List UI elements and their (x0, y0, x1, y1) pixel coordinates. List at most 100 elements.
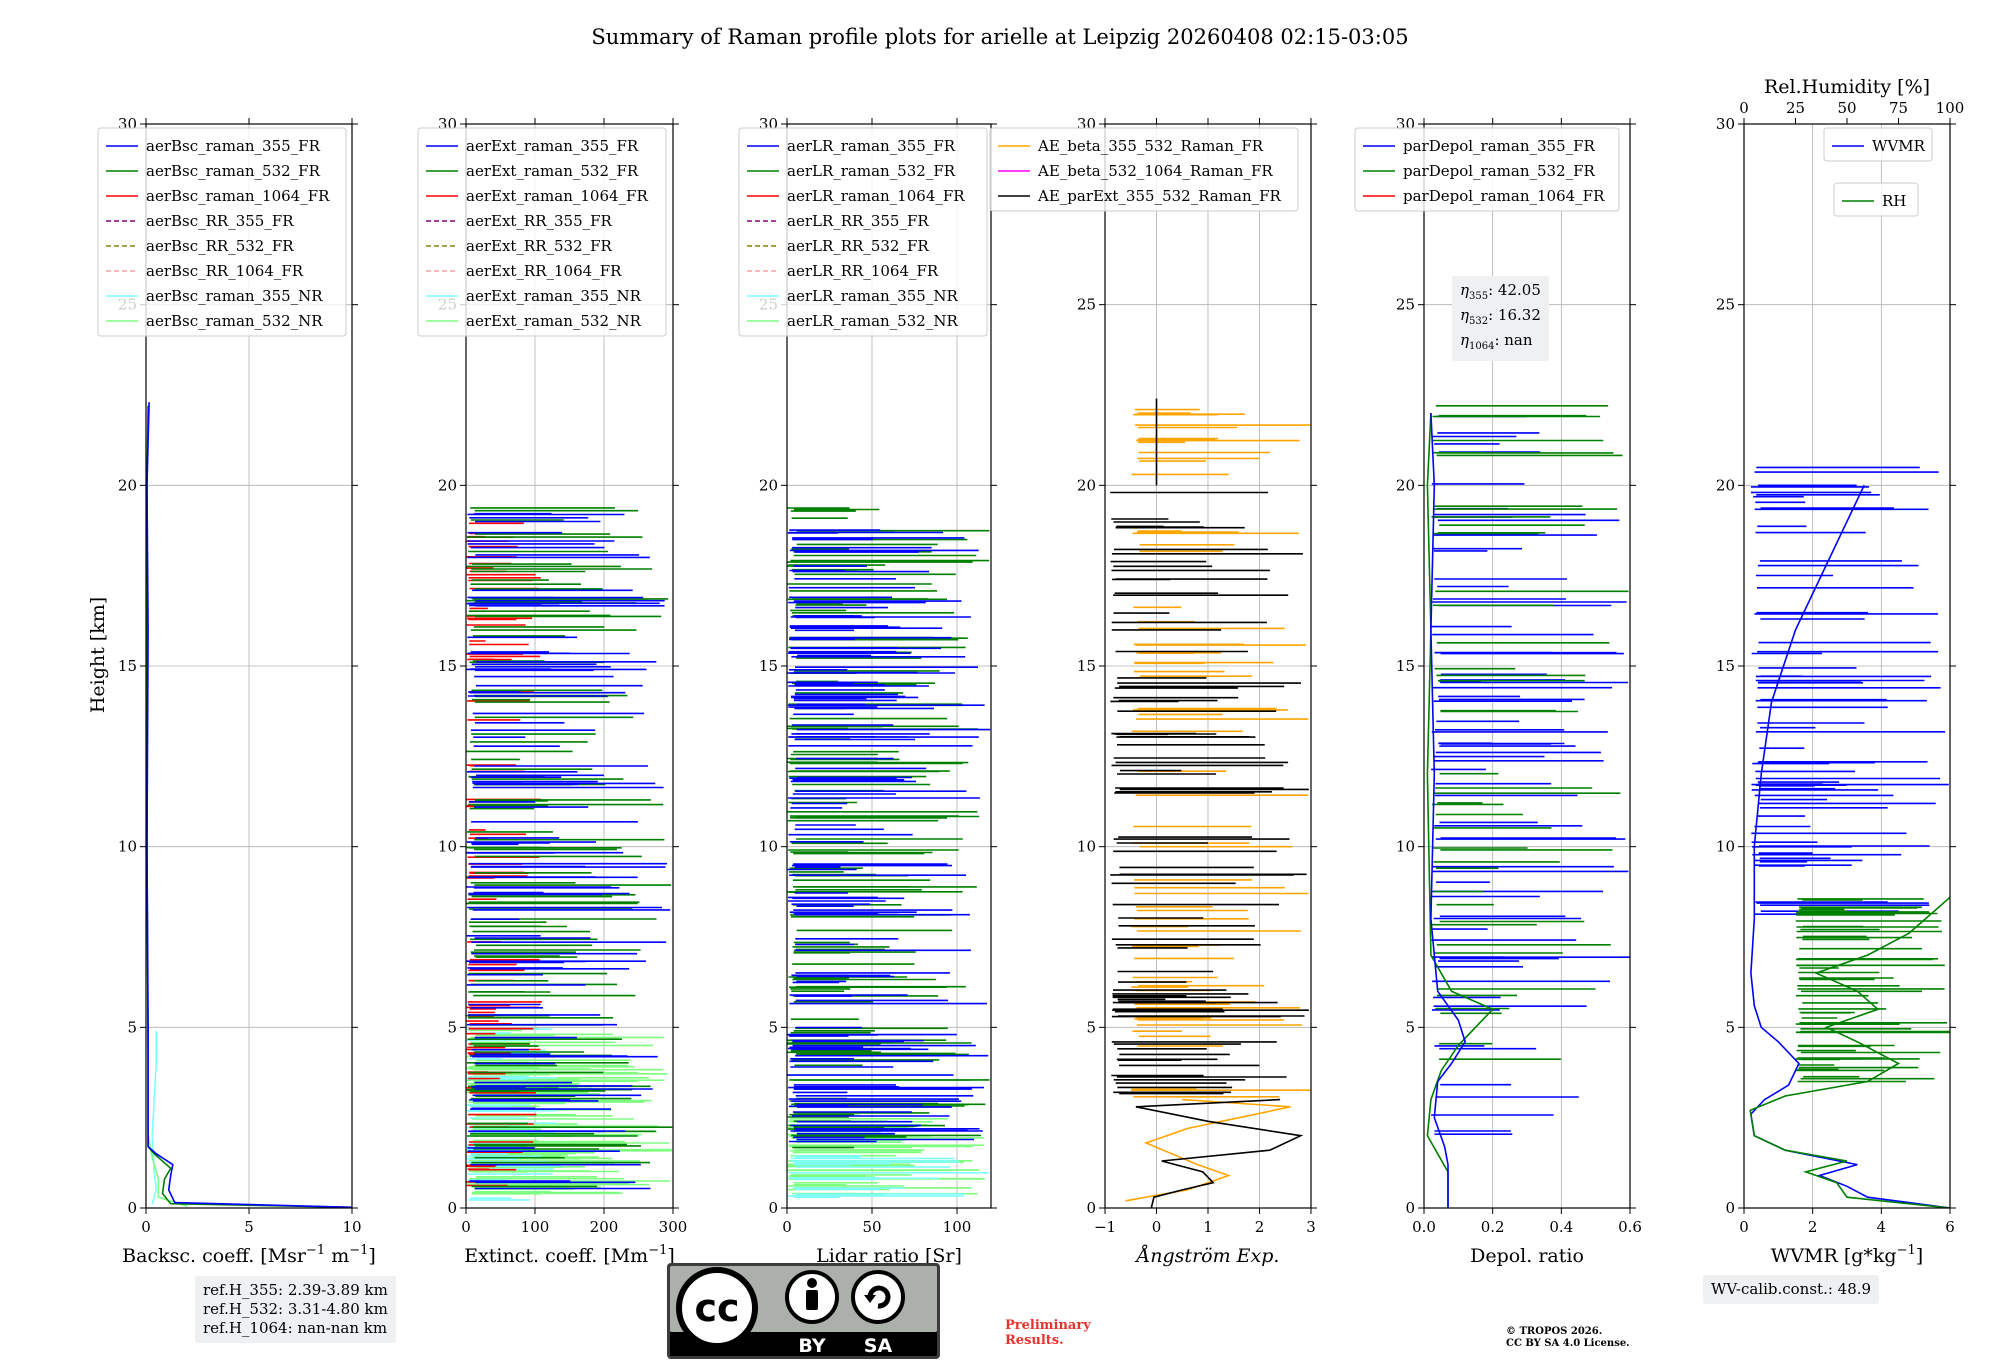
ext-legend-label: aerExt_RR_532_FR (466, 237, 613, 255)
wv-xtick-label: 0 (1739, 1218, 1749, 1236)
ae-xtick-label: 2 (1255, 1218, 1265, 1236)
eta-532: η532: 16.32 (1460, 306, 1541, 327)
ae-ytick-label: 10 (1077, 838, 1096, 856)
wv-data (1749, 466, 1950, 1208)
ext-ytick-label: 15 (438, 657, 457, 675)
lr-xtick-label: 0 (782, 1218, 792, 1236)
depol-ticks (1418, 118, 1636, 1214)
bsc-legend-label: aerBsc_raman_532_NR (146, 312, 323, 330)
depol-ytick-label: 15 (1396, 657, 1415, 675)
wv-legend-label: WVMR (1872, 137, 1926, 155)
bsc-ytick-label: 0 (127, 1199, 137, 1217)
wv-legend-label: RH (1882, 192, 1906, 210)
depol-data (1426, 405, 1630, 1208)
ae-xtick-label: 0 (1152, 1218, 1162, 1236)
bsc-legend-label: aerBsc_raman_532_FR (146, 162, 321, 180)
bsc-legend-label: aerBsc_raman_355_NR (146, 287, 323, 305)
depol-xlabel: Depol. ratio (1470, 1245, 1584, 1267)
depol-legend: parDepol_raman_355_FR parDepol_raman_532_… (1354, 127, 1620, 212)
lr-data (787, 507, 991, 1198)
depol-series-parDepol_raman_355_FR (1430, 413, 1467, 1208)
wv-ticks (1738, 118, 1956, 1214)
lr-legend-label: aerLR_raman_355_NR (787, 287, 958, 305)
lr-legend: aerLR_raman_355_FR aerLR_raman_532_FR aerL… (738, 127, 988, 337)
copyright-notice: © TROPOS 2026. CC BY SA 4.0 License. (1506, 1326, 1630, 1349)
lr-legend-label: aerLR_raman_532_FR (787, 162, 956, 180)
wv-ytick-label: 5 (1725, 1018, 1735, 1036)
ext-legend-label: aerExt_raman_532_FR (466, 162, 639, 180)
depol-ytick-label: 0 (1405, 1199, 1415, 1217)
wv-calib-const: WV-calib.const.: 48.9 (1711, 1280, 1872, 1298)
bsc-ytick-label: 10 (118, 838, 137, 856)
bsc-xtick-label: 10 (342, 1218, 361, 1236)
bsc-xtick-label: 0 (141, 1218, 151, 1236)
preliminary-notice: Preliminary Results. (1005, 1318, 1091, 1348)
ae-ytick-label: 5 (1086, 1018, 1096, 1036)
ref-height-1064: ref.H_1064: nan-nan km (203, 1319, 388, 1337)
wv-noise-0 (1750, 466, 1949, 915)
panel-bsc: 0510051015202530Backsc. coeff. [Msr−1 m−… (97, 115, 376, 1267)
figure-title: Summary of Raman profile plots for ariel… (591, 25, 1408, 49)
eta-box: η355: 42.05 η532: 16.32 η1064: nan (1452, 276, 1549, 361)
ext-ytick-label: 10 (438, 838, 457, 856)
wv-series-WVMR (1750, 484, 1950, 1208)
eta-355: η355: 42.05 (1460, 281, 1541, 302)
lr-ytick-label: 15 (759, 657, 778, 675)
ae-ytick-label: 25 (1077, 296, 1096, 314)
wv-calibration-box: WV-calib.const.: 48.9 (1703, 1275, 1880, 1304)
wv-top-xtick-label: 25 (1786, 99, 1805, 117)
lr-legend-label: aerLR_RR_1064_FR (787, 262, 939, 280)
ext-legend-label: aerExt_raman_532_NR (466, 312, 642, 330)
panels: 0510051015202530Backsc. coeff. [Msr−1 m−… (97, 76, 1965, 1267)
ae-noise-1 (1110, 491, 1309, 1095)
ae-ticks (1099, 118, 1317, 1214)
cc-license-badge: cc BY SA (667, 1263, 940, 1359)
lr-ytick-label: 20 (759, 476, 778, 494)
ae-grid (1105, 124, 1311, 1208)
lr-noise-2 (787, 507, 990, 1149)
y-axis-label: Height [km] (87, 597, 109, 713)
ext-xlabel: Extinct. coeff. [Mm−1] (464, 1243, 675, 1267)
ae-xtick-label: −1 (1094, 1218, 1116, 1236)
wv-xlabel: WVMR [g*kg−1] (1771, 1243, 1923, 1267)
ext-ytick-label: 20 (438, 476, 457, 494)
lr-legend-label: aerLR_raman_1064_FR (787, 187, 965, 205)
ext-legend-label: aerExt_RR_355_FR (466, 212, 613, 230)
wv-top-xtick-label: 100 (1936, 99, 1965, 117)
cc-logo: cc (694, 1286, 739, 1330)
wv-top-xtick-label: 0 (1739, 99, 1749, 117)
lr-ytick-label: 10 (759, 838, 778, 856)
ext-ytick-label: 5 (447, 1018, 457, 1036)
lr-legend-label: aerLR_RR_532_FR (787, 237, 929, 255)
depol-series-parDepol_raman_532_FR (1426, 413, 1495, 1208)
bsc-ytick-label: 20 (118, 476, 137, 494)
wv-top-xtick-label: 50 (1837, 99, 1856, 117)
ae-legend-label: AE_parExt_355_532_Raman_FR (1037, 187, 1282, 205)
bsc-ytick-label: 5 (127, 1018, 137, 1036)
wv-ytick-label: 0 (1725, 1199, 1735, 1217)
lr-noise-1 (787, 1155, 989, 1198)
lr-xtick-label: 50 (862, 1218, 881, 1236)
lr-noise-0 (787, 1103, 985, 1198)
ext-xtick-label: 100 (521, 1218, 550, 1236)
bsc-legend-label: aerBsc_RR_355_FR (146, 212, 294, 230)
wv-top-xlabel: Rel.Humidity [%] (1764, 76, 1930, 98)
ae-ytick-label: 15 (1077, 657, 1096, 675)
ext-legend: aerExt_raman_355_FR aerExt_raman_532_FRae… (417, 127, 667, 337)
lr-ytick-label: 5 (768, 1018, 778, 1036)
ext-legend-label: aerExt_raman_355_FR (466, 137, 639, 155)
bsc-legend: aerBsc_raman_355_FR aerBsc_raman_532_FRae… (97, 127, 347, 337)
wv-ytick-label: 20 (1716, 476, 1735, 494)
depol-legend-label: parDepol_raman_532_FR (1403, 162, 1596, 180)
lr-ytick-label: 0 (768, 1199, 778, 1217)
ae-xtick-label: 1 (1203, 1218, 1213, 1236)
ext-noise-4 (466, 512, 671, 1190)
ext-legend-label: aerExt_raman_355_NR (466, 287, 642, 305)
sa-label: SA (864, 1335, 893, 1357)
ae-legend-label: AE_beta_355_532_Raman_FR (1037, 137, 1264, 155)
sa-icon (851, 1270, 905, 1324)
lr-legend-label: aerLR_RR_355_FR (787, 212, 929, 230)
